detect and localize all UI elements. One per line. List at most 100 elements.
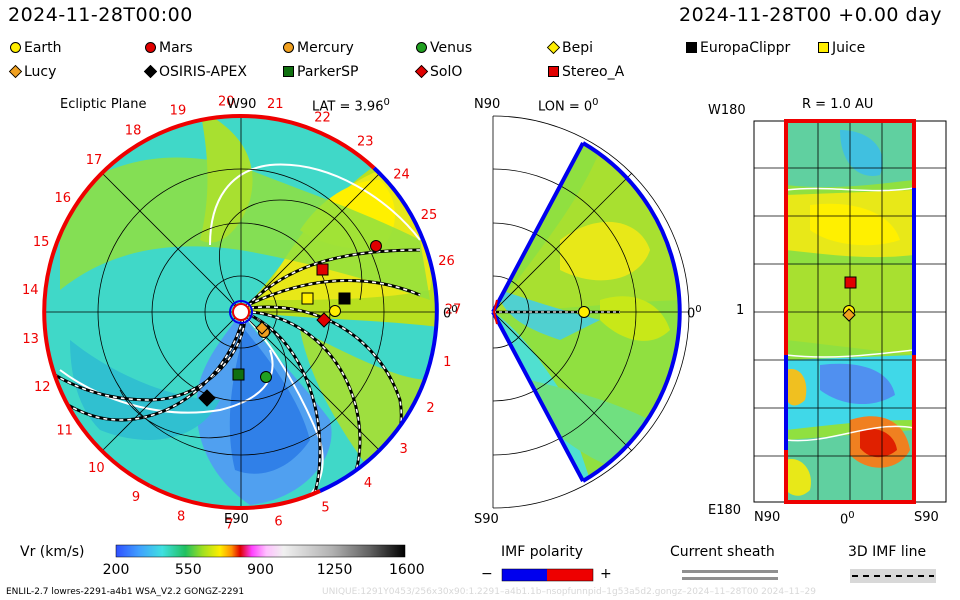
- legend-item: Stereo_A: [548, 64, 624, 80]
- colorbar-tick-label: 550: [174, 562, 202, 578]
- legend-label: Bepi: [562, 40, 593, 56]
- solo-marker: [316, 312, 332, 328]
- colorbar-tick-label: 1600: [389, 562, 425, 578]
- current-sheath-swatch: [682, 570, 778, 573]
- sector-label: 14: [22, 283, 39, 298]
- sector-label: 12: [34, 380, 51, 395]
- legend-item: Juice: [818, 40, 865, 56]
- sector-label: 11: [56, 424, 73, 439]
- ecliptic-top-label: W90: [227, 97, 257, 112]
- colorbar-tick-label: 200: [102, 562, 130, 578]
- legend-item: OSIRIS-APEX: [143, 64, 247, 80]
- mars-marker: [370, 240, 382, 252]
- sector-label: 9: [132, 490, 140, 505]
- ecliptic-lat: LAT = 3.960: [312, 97, 390, 114]
- meridional-lon: LON = 00: [538, 97, 599, 114]
- legend-item: Bepi: [546, 40, 593, 56]
- map-x-mid-text: 0: [840, 512, 849, 528]
- map-x-mid-deg: 0: [848, 510, 855, 521]
- legend-item: EuropaClippr: [686, 40, 790, 56]
- ecliptic-right-text: 0: [443, 306, 452, 322]
- legend-label: Lucy: [24, 64, 57, 80]
- sector-label: 16: [55, 191, 72, 206]
- sector-label: 25: [421, 208, 438, 223]
- map-title: R = 1.0 AU: [802, 97, 874, 112]
- sector-label: 24: [393, 167, 410, 182]
- imf-negative-bar: [502, 569, 547, 581]
- colorbar-tick-label: 1250: [316, 562, 353, 578]
- stereo-a-map-marker: [844, 276, 857, 289]
- meridional-lon-deg: 0: [592, 97, 599, 108]
- sector-label: 6: [274, 515, 282, 530]
- ecliptic-right-deg: 0: [451, 304, 458, 315]
- sector-label: 17: [86, 153, 103, 168]
- legend-label: Mars: [159, 40, 193, 56]
- map-x-right: S90: [914, 510, 939, 525]
- map-top-left: W180: [708, 103, 746, 118]
- ecliptic-lat-deg: 0: [383, 97, 390, 108]
- footer-right: UNIQUE:1291Y0453/256x30x90:1.2291–a4b1.1…: [322, 587, 816, 597]
- earth-marker: [329, 305, 341, 317]
- sun-icon: [232, 303, 250, 321]
- meridional-lon-text: LON = 0: [538, 99, 593, 115]
- square-marker-icon: [818, 42, 829, 53]
- legend-item: Lucy: [8, 64, 57, 80]
- map-mid-left: 1: [736, 303, 745, 318]
- map-x-left: N90: [754, 510, 781, 525]
- europaclipper-marker: [338, 292, 351, 305]
- footer-model: ENLIL-2.7 lowres-2291-a4b1 WSA_V2.2 GONG…: [6, 587, 245, 597]
- sector-label: 19: [170, 104, 187, 119]
- ecliptic-right-label: 00: [443, 304, 458, 321]
- sector-label: 23: [357, 134, 374, 149]
- sector-label: 22: [314, 110, 331, 125]
- meridional-right-text: 0: [687, 306, 696, 322]
- colorbar-tick-label: 900: [247, 562, 274, 578]
- legend-item: Earth: [10, 40, 62, 56]
- venus-marker: [260, 371, 272, 383]
- juice-marker: [301, 292, 314, 305]
- legend-item: Mercury: [283, 40, 354, 56]
- imf-title: IMF polarity: [501, 544, 584, 560]
- lucy-marker: [255, 321, 269, 335]
- sector-label: 3: [399, 442, 407, 457]
- square-marker-icon: [548, 66, 559, 77]
- sector-label: 15: [33, 235, 50, 250]
- ecliptic-title: Ecliptic Plane: [60, 97, 147, 112]
- sector-label: 13: [22, 332, 39, 347]
- imf-positive-bar: [547, 569, 593, 581]
- ecliptic-markers: [198, 240, 382, 407]
- sector-label: 8: [177, 509, 185, 524]
- circle-marker-icon: [283, 42, 294, 53]
- sector-label: 10: [88, 461, 105, 476]
- sector-label: 20: [218, 95, 235, 110]
- sector-label: 7: [225, 518, 233, 533]
- legend-label: EuropaClippr: [700, 40, 791, 56]
- legend-label: ParkerSP: [297, 64, 359, 80]
- datetime-title: 2024-11-28T00:00: [8, 4, 193, 26]
- legend-label: OSIRIS-APEX: [159, 64, 247, 80]
- meridional-right-label: 00: [687, 304, 702, 321]
- parker-marker: [232, 368, 245, 381]
- sector-label: 18: [125, 124, 142, 139]
- map-x-mid: 00: [840, 510, 855, 527]
- legend-item: Venus: [416, 40, 472, 56]
- current-sheath-label: Current sheath: [670, 544, 775, 560]
- circle-marker-icon: [145, 42, 156, 53]
- osiris-apex-marker: [198, 389, 216, 407]
- sector-label: 26: [438, 254, 455, 269]
- sector-label: 27: [445, 303, 462, 318]
- legend-label: Juice: [832, 40, 866, 56]
- legend-label: Earth: [24, 40, 62, 56]
- meridional-bottom-label: S90: [474, 512, 499, 527]
- colorbar-label: Vr (km/s): [20, 544, 85, 560]
- sector-label: 2: [426, 401, 434, 416]
- imf-plus-label: +: [600, 566, 612, 582]
- legend-label: Stereo_A: [562, 64, 625, 80]
- run-time-title: 2024-11-28T00 +0.00 day: [679, 4, 942, 26]
- sector-label: 5: [321, 500, 329, 515]
- map-bottom-left: E180: [708, 503, 742, 518]
- imf-minus-label: −: [481, 566, 493, 582]
- ecliptic-plot: [42, 113, 439, 510]
